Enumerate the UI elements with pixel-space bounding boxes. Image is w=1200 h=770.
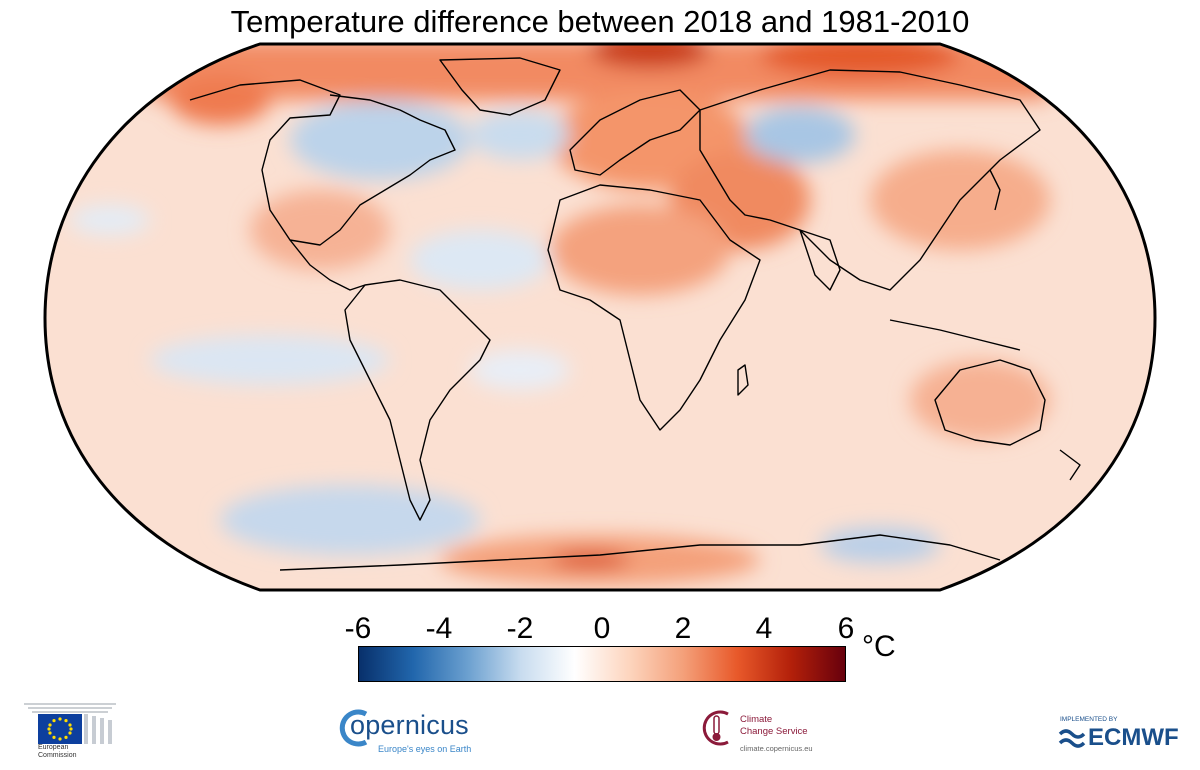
copernicus-name: opernicus [350, 710, 469, 740]
colorbar-tick: -2 [506, 612, 534, 645]
colorbar-unit: °C [862, 630, 896, 663]
c3s-logo: Climate Change Service climate.copernicu… [700, 706, 840, 756]
ecmwf-name: ECMWF [1088, 724, 1179, 751]
anomaly-field [45, 44, 1155, 590]
coastlines [189, 57, 1081, 571]
map-title: Temperature difference between 2018 and … [230, 4, 970, 39]
colorbar-tick: -6 [344, 612, 372, 645]
c3s-name-line2: Change Service [740, 726, 808, 737]
copernicus-logo: opernicus Europe's eyes on Earth [336, 706, 476, 756]
colorbar-tick: -4 [425, 612, 453, 645]
colorbar-gradient [358, 646, 846, 682]
c3s-name: Climate Change Service [740, 714, 808, 738]
world-temperature-anomaly-map [43, 42, 1157, 592]
colorbar-tick: 0 [593, 612, 611, 645]
copernicus-tagline: Europe's eyes on Earth [378, 744, 472, 754]
c3s-url: climate.copernicus.eu [740, 744, 813, 753]
european-commission-logo: European Commission [16, 700, 126, 766]
ecmwf-waves-icon [1058, 729, 1086, 748]
ecmwf-implemented-by: IMPLEMENTED BY [1060, 716, 1118, 723]
copernicus-c-icon [339, 709, 368, 747]
colorbar-tick: 4 [755, 612, 773, 645]
c3s-name-line1: Climate [740, 714, 773, 725]
map-border [43, 42, 1157, 592]
eu-flag-icon [24, 703, 116, 744]
ec-label: European Commission [38, 744, 77, 759]
thermometer-icon [702, 710, 729, 746]
colorbar-tick: 6 [837, 612, 855, 645]
colorbar-tick: 2 [674, 612, 692, 645]
colorbar: -6 -4 -2 0 2 4 6 °C [340, 612, 920, 682]
ecmwf-logo: IMPLEMENTED BY ECMWF [1058, 716, 1188, 752]
